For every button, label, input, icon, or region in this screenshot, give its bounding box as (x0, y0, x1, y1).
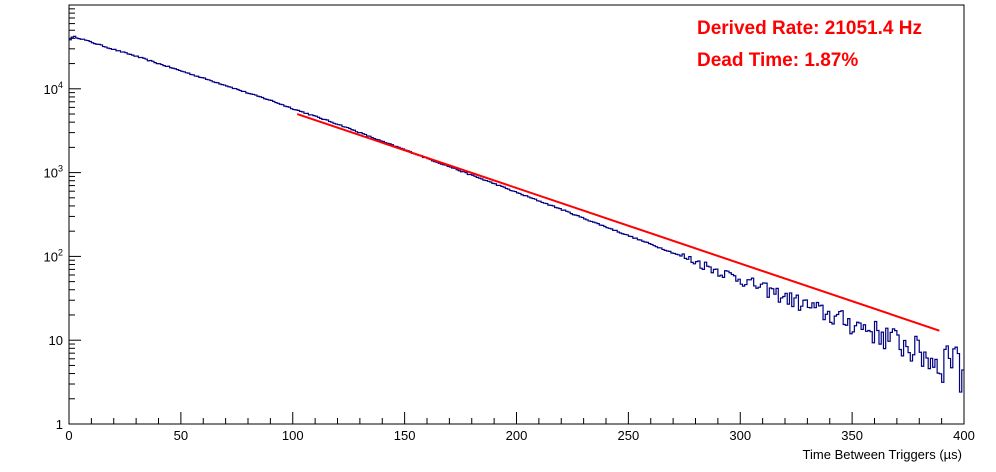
x-tick-label: 150 (394, 428, 416, 443)
x-tick-label: 200 (506, 428, 528, 443)
x-tick-label: 400 (953, 428, 975, 443)
y-tick-label: 104 (44, 80, 63, 97)
histogram-series (69, 35, 964, 393)
y-tick-label: 103 (44, 164, 63, 181)
y-tick-label: 1 (56, 417, 63, 432)
dead-time-annotation: Dead Time: 1.87% (697, 50, 858, 71)
x-tick-label: 350 (841, 428, 863, 443)
axes: 0 50 100 150 200 250 300 350 400 1 10 102 103 104 (44, 8, 975, 443)
y-tick-exponent: 3 (58, 164, 63, 174)
x-tick-label: 300 (729, 428, 751, 443)
series-layer (69, 35, 964, 393)
x-tick-label: 250 (618, 428, 640, 443)
x-tick-label: 0 (65, 428, 72, 443)
x-tick-label: 50 (174, 428, 188, 443)
y-tick-exponent: 2 (58, 247, 63, 257)
x-axis-title: Time Between Triggers (µs) (803, 447, 962, 462)
derived-rate-annotation: Derived Rate: 21051.4 Hz (697, 18, 922, 39)
y-tick-exponent: 4 (58, 80, 63, 90)
y-tick-label: 102 (44, 247, 63, 264)
x-tick-label: 100 (282, 428, 304, 443)
plot-frame (68, 4, 965, 425)
fit-line (296, 113, 940, 332)
y-tick-label: 10 (49, 333, 63, 348)
